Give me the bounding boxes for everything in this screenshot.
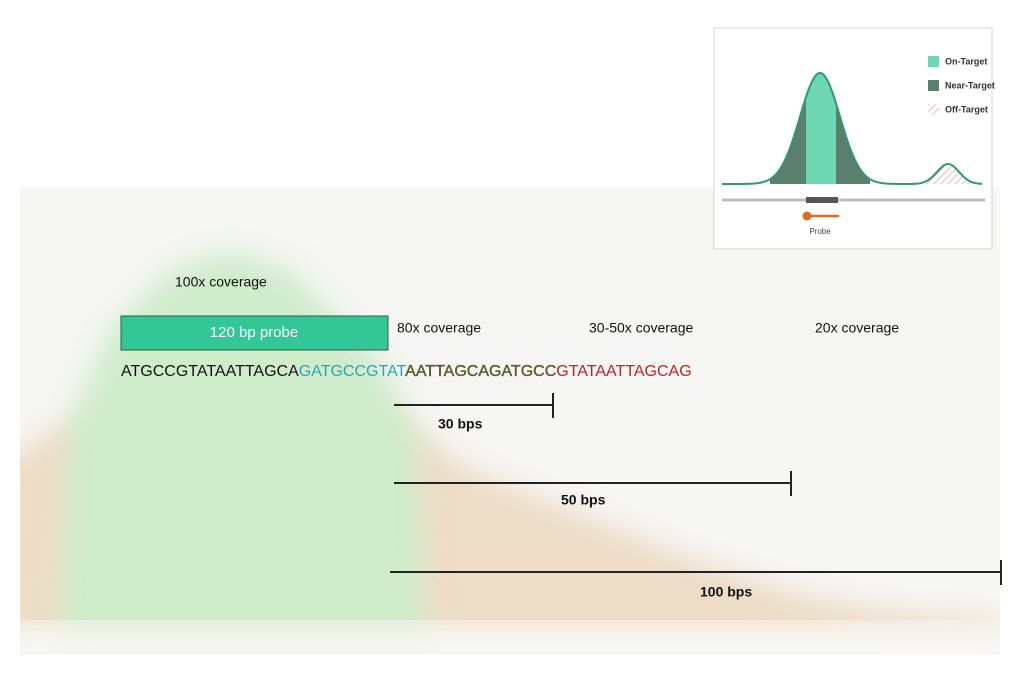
probe-caption: Probe: [809, 227, 831, 236]
off-target-area: [925, 164, 975, 184]
coverage-label: 80x coverage: [397, 320, 481, 336]
scale-label: 50 bps: [561, 492, 606, 508]
probe-head: [802, 211, 812, 221]
legend-swatch: [928, 56, 939, 67]
baseline-band: [20, 626, 1000, 655]
legend-label: Off-Target: [945, 104, 988, 114]
coverage-label: 30-50x coverage: [589, 320, 694, 336]
coverage-curve: [722, 71, 983, 185]
sequence-part: GTATAATTAGCAG: [556, 363, 691, 380]
probe-box: [120, 315, 389, 351]
legend-label: On-Target: [945, 56, 987, 66]
sequence-part: GATGCCGTAT: [299, 363, 407, 380]
coverage-label: 20x coverage: [815, 320, 899, 336]
sequence-part: AATTAGCAGATGCC: [405, 363, 556, 380]
sequence-part: ATGCCGTATAATTAGCA: [121, 363, 299, 380]
inset-frame: [713, 27, 993, 250]
target-region: [806, 197, 838, 203]
on-target-area: [806, 73, 836, 184]
sequence: ATGCCGTATAATTAGCAGATGCCGTATAATTAGCAGATGC…: [121, 363, 692, 380]
scale-label: 100 bps: [700, 584, 752, 600]
legend-swatch: [928, 80, 939, 91]
legend-label: Near-Target: [945, 80, 995, 90]
scale-label: 30 bps: [438, 416, 483, 432]
coverage-label: 100x coverage: [175, 274, 267, 290]
probe-label: 120 bp probe: [210, 324, 298, 341]
inset: Probe On-Target Near-Target Off-Target: [713, 27, 995, 250]
scale-bars: [390, 393, 1002, 585]
legend-swatch: [928, 104, 939, 115]
